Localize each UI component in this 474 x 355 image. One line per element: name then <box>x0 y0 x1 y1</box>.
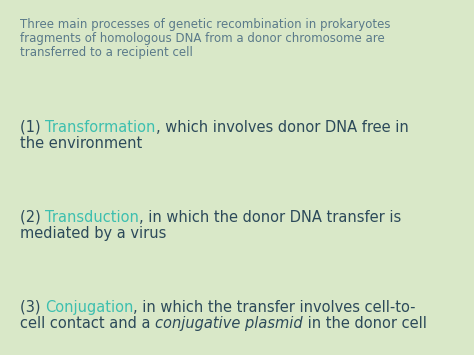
Text: Conjugation: Conjugation <box>45 300 134 315</box>
Text: cell contact and a: cell contact and a <box>20 316 155 331</box>
Text: the environment: the environment <box>20 136 142 151</box>
Text: , in which the transfer involves cell-to-: , in which the transfer involves cell-to… <box>134 300 416 315</box>
Text: conjugative plasmid: conjugative plasmid <box>155 316 303 331</box>
Text: Three main processes of genetic recombination in prokaryotes: Three main processes of genetic recombin… <box>20 18 391 31</box>
Text: fragments of homologous DNA from a donor chromosome are: fragments of homologous DNA from a donor… <box>20 32 385 45</box>
Text: Transformation: Transformation <box>45 120 155 135</box>
Text: transferred to a recipient cell: transferred to a recipient cell <box>20 46 193 59</box>
Text: Transduction: Transduction <box>46 210 139 225</box>
Text: (1): (1) <box>20 120 45 135</box>
Text: , which involves donor DNA free in: , which involves donor DNA free in <box>155 120 409 135</box>
Text: mediated by a virus: mediated by a virus <box>20 226 166 241</box>
Text: , in which the donor DNA transfer is: , in which the donor DNA transfer is <box>139 210 401 225</box>
Text: in the donor cell: in the donor cell <box>303 316 427 331</box>
Text: (2): (2) <box>20 210 46 225</box>
Text: (3): (3) <box>20 300 45 315</box>
